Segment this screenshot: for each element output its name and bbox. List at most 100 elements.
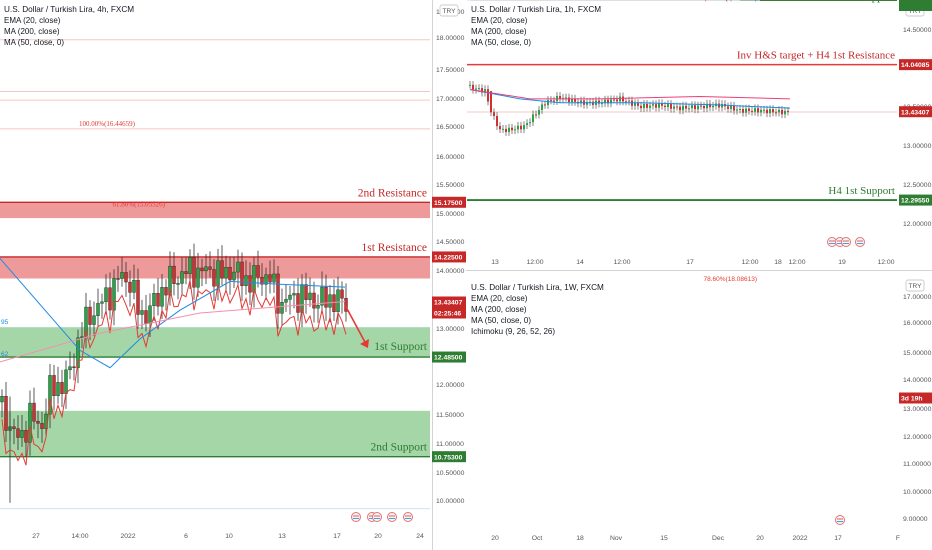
candle — [292, 293, 296, 296]
candle — [36, 421, 40, 424]
price-tag — [432, 251, 466, 263]
event-flag-icon — [841, 237, 851, 247]
candle — [224, 267, 228, 279]
candle — [212, 269, 216, 287]
candle — [284, 299, 288, 303]
candle — [156, 293, 160, 307]
currency-label: TRY — [909, 283, 923, 290]
event-flag-icon — [387, 512, 397, 522]
x-tick-label: 12:00 — [788, 259, 805, 266]
candle — [104, 287, 108, 303]
x-tick-label: 12:00 — [877, 259, 894, 266]
candle — [736, 109, 738, 111]
candle — [268, 274, 272, 283]
annotation: 61.80%(15.05526) — [113, 200, 166, 208]
candle — [616, 99, 618, 102]
candle — [160, 287, 164, 307]
candle — [288, 294, 292, 300]
candle — [721, 104, 723, 108]
x-tick-label: 24 — [416, 533, 424, 540]
annotation: Inv H&S target + H4 1st Resistance — [737, 50, 895, 62]
candle — [80, 336, 84, 339]
currency-label: TRY — [443, 8, 457, 15]
candle — [520, 125, 522, 130]
candle — [625, 101, 627, 103]
candle — [604, 99, 606, 104]
candle — [112, 278, 116, 311]
candle — [4, 396, 8, 431]
candle — [320, 286, 324, 306]
currency-badge — [905, 279, 925, 292]
candle — [757, 108, 759, 113]
candle — [772, 109, 774, 113]
candle — [607, 99, 609, 104]
x-tick-label: 27 — [32, 533, 40, 540]
indicator-legend: MA (50, close, 0) — [4, 38, 64, 47]
price-tag-label: 10.75300 — [434, 454, 463, 461]
price-tag — [899, 194, 932, 206]
candle — [469, 84, 471, 86]
candle — [280, 302, 284, 314]
candle — [565, 97, 567, 99]
candle — [108, 287, 112, 311]
x-tick-label: 12:00 — [526, 259, 543, 266]
candle — [745, 108, 747, 113]
candle — [532, 114, 534, 123]
price-tag — [432, 196, 466, 208]
candle — [148, 305, 152, 324]
indicator-legend: MA (200, close) — [471, 27, 527, 36]
candle — [553, 100, 555, 102]
panel-4h — [0, 39, 430, 510]
event-flag-icon — [372, 512, 382, 522]
candle — [196, 267, 200, 288]
candle — [208, 266, 212, 270]
candle — [92, 315, 96, 325]
y-tick-label: 13.00000 — [903, 143, 932, 150]
candle — [28, 402, 32, 443]
candle — [240, 261, 244, 286]
candle — [0, 396, 4, 403]
candle — [48, 375, 52, 415]
event-flag-icon — [855, 237, 865, 247]
candle — [40, 423, 44, 429]
candle — [472, 84, 474, 90]
chart-title: U.S. Dollar / Turkish Lira, 1W, FXCM — [471, 283, 604, 292]
indicator-legend: MA (50, close, 0) — [471, 316, 531, 325]
x-tick-label: 14:00 — [71, 533, 88, 540]
annotation: 2nd Support — [841, 0, 895, 3]
candle — [691, 105, 693, 109]
candle — [164, 287, 168, 296]
candle — [96, 303, 100, 316]
y-tick-label: 15.50000 — [436, 182, 465, 189]
support-2-zone — [0, 410, 430, 457]
x-tick-label: 12:00 — [613, 259, 630, 266]
candle — [188, 256, 192, 274]
candle — [523, 125, 525, 130]
y-tick-label: 17.00000 — [436, 96, 465, 103]
candle — [712, 105, 714, 108]
candle — [340, 289, 344, 299]
x-tick-label: 18 — [774, 259, 782, 266]
annotation: 2nd Resistance — [829, 0, 895, 3]
ma-200-line — [0, 301, 346, 363]
annotation: 100.00%(16.44659) — [79, 120, 136, 128]
candle — [643, 103, 645, 109]
price-tag-label: 8.26000 — [901, 0, 926, 2]
candle — [655, 104, 657, 108]
candle — [32, 402, 36, 422]
candle — [709, 103, 711, 108]
currency-badge — [439, 4, 459, 17]
x-tick-label: F — [896, 535, 900, 542]
x-tick-label: Oct — [532, 535, 543, 542]
x-tick-label: 12:00 — [741, 259, 758, 266]
candle — [685, 105, 687, 109]
candle — [324, 286, 328, 308]
candle — [658, 103, 660, 108]
annotation: 78.60%(18.08613) — [704, 276, 758, 283]
x-tick-label: 2022 — [120, 533, 135, 540]
candle — [228, 267, 232, 281]
candle — [296, 293, 300, 313]
candle — [742, 109, 744, 113]
x-tick-label: 17 — [834, 535, 842, 542]
